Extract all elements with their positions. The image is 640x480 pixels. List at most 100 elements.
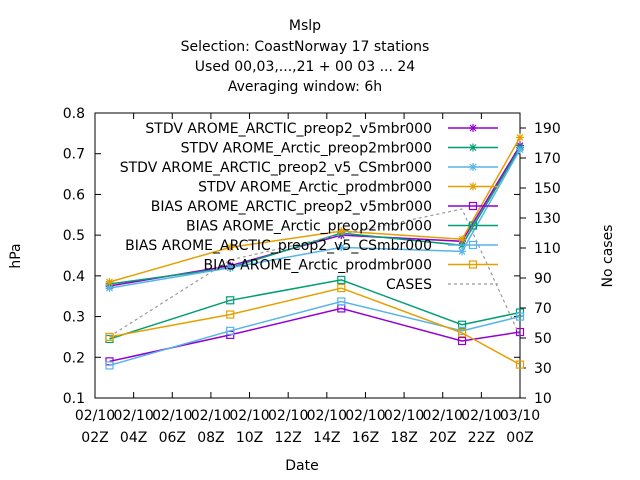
series-line bbox=[109, 307, 521, 363]
x-tick-label-hour: 06Z bbox=[159, 430, 186, 446]
data-point bbox=[458, 247, 467, 256]
data-point bbox=[337, 297, 346, 306]
x-tick-label-date: 02/10 bbox=[113, 408, 153, 424]
x-tick-label-date: 03/10 bbox=[500, 408, 540, 424]
legend-marker bbox=[468, 221, 478, 230]
data-point bbox=[226, 310, 235, 319]
legend-marker bbox=[468, 240, 478, 250]
x-tick-label-date: 02/10 bbox=[423, 408, 463, 424]
legend-marker bbox=[469, 124, 477, 132]
y-tick-label: 0.2 bbox=[63, 350, 85, 366]
x-tick-label-hour: 04Z bbox=[120, 430, 147, 446]
x-tick-label-date: 02/10 bbox=[152, 408, 192, 424]
x-tick-label-hour: 14Z bbox=[313, 430, 340, 446]
legend-label: BIAS AROME_Arctic_prodmbr000 bbox=[204, 258, 432, 274]
data-point bbox=[457, 336, 467, 346]
y2-tick-label: 90 bbox=[534, 271, 552, 287]
data-point bbox=[515, 327, 525, 337]
series-line bbox=[109, 300, 521, 367]
data-point bbox=[226, 243, 235, 252]
x-tick-label-hour: 18Z bbox=[390, 430, 417, 446]
series-line bbox=[109, 279, 521, 340]
data-point bbox=[515, 360, 525, 369]
x-tick-label-date: 02/10 bbox=[345, 408, 385, 424]
data-point bbox=[457, 328, 467, 337]
x-tick-label-hour: 16Z bbox=[352, 430, 379, 446]
legend-label: BIAS AROME_Arctic_preop2mbr000 bbox=[186, 219, 432, 235]
title-line-2: Selection: CoastNorway 17 stations bbox=[181, 39, 430, 55]
legend-label: STDV AROME_ARCTIC_preop2_v5_CSmbr000 bbox=[120, 160, 432, 176]
legend-marker bbox=[468, 201, 478, 211]
y2-tick-label: 190 bbox=[534, 121, 561, 137]
x-tick-label-date: 02/10 bbox=[268, 408, 308, 424]
x-tick-label-hour: 08Z bbox=[197, 430, 224, 446]
y2-tick-label: 70 bbox=[534, 301, 552, 317]
data-point bbox=[516, 133, 524, 142]
plot-axes: 0.1 0.2 0.3 0.4 0.5 0.6 0.7 0.8 10 30 50 70 90 110 130… bbox=[63, 106, 561, 446]
x-tick-label-hour: 02Z bbox=[81, 430, 108, 446]
legend-label: STDV AROME_ARCTIC_preop2_v5mbr000 bbox=[145, 121, 432, 137]
y-tick-label: 0.5 bbox=[63, 228, 85, 244]
series-line bbox=[109, 208, 521, 338]
y2-tick-label: 10 bbox=[534, 391, 552, 407]
title-line-4: Averaging window: 6h bbox=[228, 79, 382, 95]
y2-tick-label: 50 bbox=[534, 331, 552, 347]
data-point bbox=[226, 263, 235, 272]
x-tick-label-hour: 00Z bbox=[506, 430, 533, 446]
y-tick-label: 0.4 bbox=[63, 269, 85, 285]
x-axis-label: Date bbox=[285, 458, 318, 474]
y2-axis-label: No cases bbox=[600, 225, 616, 288]
series-line bbox=[109, 287, 521, 366]
legend-label: BIAS AROME_ARCTIC_preop2_v5_CSmbr000 bbox=[125, 238, 432, 254]
y-tick-label: 0.3 bbox=[63, 310, 85, 326]
title-line-3: Used 00,03,...,21 + 00 03 ... 24 bbox=[195, 59, 416, 75]
y2-tick-label: 170 bbox=[534, 151, 561, 167]
y-axis-label: hPa bbox=[8, 243, 24, 268]
x-tick-label-hour: 12Z bbox=[274, 430, 301, 446]
data-point bbox=[515, 312, 525, 321]
x-tick-label-hour: 20Z bbox=[429, 430, 456, 446]
x-tick-label-date: 02/10 bbox=[384, 408, 424, 424]
chart-title: Mslp Selection: CoastNorway 17 stations … bbox=[181, 18, 430, 95]
data-point bbox=[337, 283, 346, 293]
data-point bbox=[516, 145, 524, 154]
data-point bbox=[337, 227, 346, 236]
legend-marker bbox=[469, 182, 477, 191]
title-line-1: Mslp bbox=[289, 18, 321, 34]
series-7 bbox=[105, 283, 525, 369]
data-point bbox=[105, 277, 114, 286]
x-tick-label-hour: 10Z bbox=[236, 430, 263, 446]
y-tick-label: 0.6 bbox=[63, 187, 85, 203]
series-8 bbox=[109, 208, 521, 338]
plot-frame bbox=[94, 112, 521, 399]
legend: STDV AROME_ARCTIC_preop2_v5mbr000 STDV AR… bbox=[120, 121, 498, 293]
series-2 bbox=[105, 145, 524, 293]
y-tick-label: 0.8 bbox=[63, 106, 85, 122]
legend-label: STDV AROME_Arctic_prodmbr000 bbox=[198, 180, 432, 196]
legend-label: BIAS AROME_ARCTIC_preop2_v5mbr000 bbox=[151, 199, 432, 215]
data-point bbox=[337, 243, 346, 252]
legend-marker bbox=[469, 143, 477, 152]
y2-tick-label: 150 bbox=[534, 181, 561, 197]
x-tick-label-date: 02/10 bbox=[75, 408, 115, 424]
y-tick-label: 0.1 bbox=[63, 391, 85, 407]
data-point bbox=[226, 296, 235, 305]
data-series bbox=[105, 133, 525, 370]
x-tick-label-date: 02/10 bbox=[229, 408, 269, 424]
series-6 bbox=[105, 297, 525, 370]
legend-label: CASES bbox=[386, 277, 432, 293]
x-tick-label-hour: 22Z bbox=[468, 430, 495, 446]
data-point bbox=[458, 235, 467, 244]
x-tick-label-date: 02/10 bbox=[307, 408, 347, 424]
legend-marker bbox=[468, 260, 478, 269]
legend-marker bbox=[469, 163, 477, 171]
data-point bbox=[105, 332, 114, 342]
data-point bbox=[226, 326, 235, 335]
x-tick-label-date: 02/10 bbox=[461, 408, 501, 424]
x-tick-label-date: 02/10 bbox=[191, 408, 231, 424]
y-tick-label: 0.7 bbox=[63, 147, 85, 163]
legend-label: STDV AROME_Arctic_preop2mbr000 bbox=[181, 141, 432, 157]
data-point bbox=[337, 275, 346, 285]
data-point bbox=[457, 320, 467, 329]
